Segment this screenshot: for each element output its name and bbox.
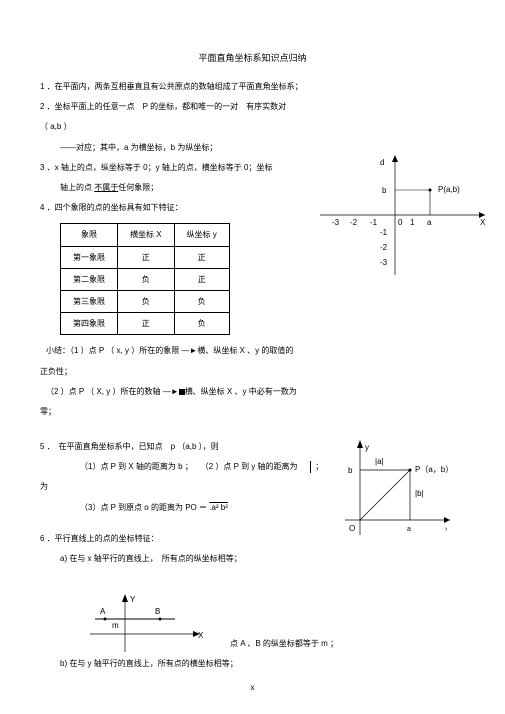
para-5b: 正负性；	[40, 364, 465, 379]
svg-text:-3: -3	[380, 258, 388, 267]
svg-text:|b|: |b|	[415, 489, 424, 498]
table-cell: 第一象限	[61, 246, 118, 268]
svg-text:a: a	[427, 218, 432, 227]
p5c-pre: （2 ）点 P （ X, y ）所在的数轴 —►	[46, 387, 179, 396]
svg-text:-1: -1	[370, 218, 378, 227]
svg-text:0: 0	[398, 218, 403, 227]
distance-diagram: y P（a，b） |a| b |b| a O ›	[335, 440, 455, 540]
table-cell: 负	[118, 268, 175, 290]
svg-text:O: O	[349, 524, 355, 533]
para-2c: ——对应；其中，a 为横坐标，b 为纵坐标；	[60, 140, 465, 155]
table-cell: 第四象限	[61, 313, 118, 335]
svg-text:|a|: |a|	[375, 457, 384, 466]
table-cell: 第二象限	[61, 268, 118, 290]
quadrant-table: 象限 横坐标 X 纵坐标 y 第一象限 正 正 第二象限 负 正 第三象限 负 …	[60, 223, 230, 335]
p6a-pre: （1）点 P 到 X 轴的距离为 b ； （2 ）点 P 到 y 轴的距离为	[80, 462, 308, 471]
para-5d: 零；	[40, 404, 465, 419]
table-cell: 正	[118, 313, 175, 335]
svg-text:B: B	[155, 607, 160, 616]
parallel-diagram: A B m X Y	[85, 594, 205, 654]
para-1: 1 ．在平面内，两条互相垂直且有公共原点的数轴组成了平面直角坐标系；	[40, 79, 465, 94]
svg-text:b: b	[382, 186, 387, 195]
para-2: 2 ．坐标平面上的任意一点 P 的坐标，都和唯一的一对 有序实数对	[40, 99, 465, 114]
table-header: 象限	[61, 224, 118, 246]
table-cell: 负	[118, 290, 175, 312]
table-header: 纵坐标 y	[174, 224, 229, 246]
para-7c: b) 在与 y 轴平行的直线上，所有点的横坐标相等；	[60, 656, 465, 671]
para-2b: （ a,b ）	[40, 119, 465, 134]
document-page: 平面直角坐标系知识点归纳 1 ．在平面内，两条互相垂直且有公共原点的数轴组成了平…	[0, 0, 505, 714]
p5c-post: 横、纵坐标 X 、y 中必有一数为	[185, 387, 297, 396]
svg-text:d: d	[380, 158, 384, 167]
para-5c: （2 ）点 P （ X, y ）所在的数轴 —► 横、纵坐标 X 、y 中必有一数…	[46, 384, 465, 399]
svg-text:P(a,b): P(a,b)	[438, 185, 460, 194]
svg-text:y: y	[365, 443, 369, 452]
table-header: 横坐标 X	[118, 224, 175, 246]
svg-text:-2: -2	[380, 243, 388, 252]
para-5a: 小结：（1 ）点 P （ x, y ）所在的象限 —►横、纵坐标 X 、y 的取…	[46, 343, 465, 358]
page-title: 平面直角坐标系知识点归纳	[40, 50, 465, 67]
svg-text:Y: Y	[130, 595, 136, 604]
svg-text:m: m	[112, 621, 119, 630]
table-cell: 正	[118, 246, 175, 268]
coordinate-diagram: d X -3 -2 -1 0 1 -1 -2 -3 P(a,b) b a	[320, 155, 490, 285]
table-cell: 第三象限	[61, 290, 118, 312]
svg-text:P（a，b）: P（a，b）	[415, 465, 453, 474]
table-cell: 正	[174, 268, 229, 290]
table-cell: 负	[174, 290, 229, 312]
table-cell: 正	[174, 246, 229, 268]
svg-text:X: X	[480, 218, 486, 227]
svg-text:a: a	[407, 526, 411, 533]
svg-text:X: X	[198, 631, 204, 640]
para-7a: a) 在与 x 轴平行的直线上， 所有点的纵坐标相等；	[60, 551, 465, 566]
svg-text:-3: -3	[332, 218, 340, 227]
p6a-post: ；	[315, 462, 323, 471]
svg-text:A: A	[100, 607, 106, 616]
svg-text:-2: -2	[350, 218, 358, 227]
svg-text:b: b	[348, 466, 353, 475]
svg-text:1: 1	[410, 218, 415, 227]
para-7b: 点 A 、B 的纵坐标都等于 m ；	[230, 636, 465, 651]
table-cell: 负	[174, 313, 229, 335]
para-7d: x	[40, 680, 465, 695]
svg-text:›: ›	[445, 526, 448, 533]
svg-text:-1: -1	[380, 228, 388, 237]
